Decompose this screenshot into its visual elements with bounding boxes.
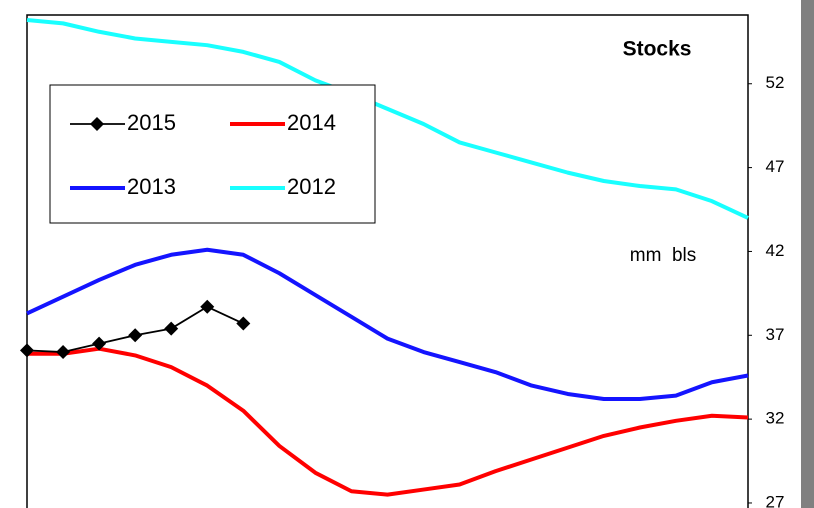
series-line [26,18,749,220]
point-marker [20,343,34,358]
y-tick-label: 52 [766,73,785,92]
legend-label: 2012 [287,174,336,199]
legend-label: 2014 [287,110,336,135]
y-tick-label: 37 [766,325,785,344]
series-line [26,247,749,402]
legend-label: 2015 [127,110,176,135]
point-marker [92,336,107,351]
point-marker [128,328,143,343]
point-marker [56,345,71,360]
legend-box [49,84,376,224]
point-marker [236,316,251,331]
y-tick-label: 42 [766,241,785,260]
side-strip [801,0,814,508]
legend-label: 2013 [127,174,176,199]
series-line [27,346,749,497]
y-axis-label: mm bls [630,245,697,266]
y-tick-label: 47 [766,157,785,176]
legend-marker [90,117,104,131]
y-tick-label: 32 [766,409,785,428]
chart-title: Stocks [623,38,692,61]
y-tick-label: 27 [766,492,785,508]
plot-frame [26,14,749,508]
point-marker [164,321,179,336]
point-marker [200,299,215,314]
